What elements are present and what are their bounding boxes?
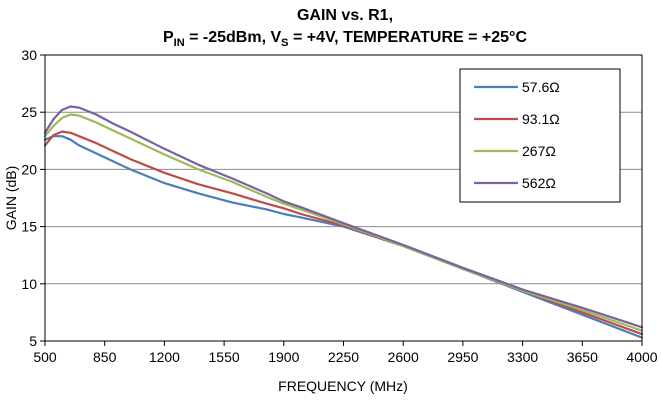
- legend-label-1: 93.1Ω: [522, 111, 560, 127]
- series-layer: [43, 105, 644, 339]
- x-tick-label-7: 2950: [447, 349, 478, 365]
- chart-title-line2: PIN = -25dBm, VS = +4V, TEMPERATURE = +2…: [163, 29, 527, 49]
- y-tick-label-1: 10: [21, 276, 37, 292]
- x-tick-label-6: 2600: [388, 349, 419, 365]
- legend: 57.6Ω 93.1Ω 267Ω 562Ω: [459, 68, 621, 203]
- y-tick-label-5: 30: [21, 47, 37, 63]
- y-tick-label-3: 20: [21, 161, 37, 177]
- y-axis-title: GAIN (dB): [3, 166, 19, 231]
- legend-label-3: 562Ω: [522, 175, 556, 191]
- x-tick-label-2: 1200: [149, 349, 180, 365]
- y-tick-label-2: 15: [21, 219, 37, 235]
- title-v-sub: S: [281, 37, 288, 49]
- x-tick-label-4: 1900: [268, 349, 299, 365]
- x-tick-label-8: 3300: [507, 349, 538, 365]
- legend-box: [459, 68, 621, 203]
- legend-label-0: 57.6Ω: [522, 79, 560, 95]
- x-tick-label-5: 2250: [328, 349, 359, 365]
- x-tick-label-1: 850: [93, 349, 117, 365]
- y-tick-label-4: 25: [21, 104, 37, 120]
- x-tick-label-9: 3650: [567, 349, 598, 365]
- legend-label-2: 267Ω: [522, 143, 556, 159]
- title-p-rest: = -25dBm, V: [185, 29, 282, 46]
- x-tick-label-3: 1550: [209, 349, 240, 365]
- title-p: P: [163, 29, 174, 46]
- x-tick-label-10: 4000: [626, 349, 657, 365]
- tick-layer: 5 10 15 20 25 30 500 850 1200 1550 1900 2250 2600 295…: [21, 47, 657, 365]
- x-axis-title: FREQUENCY (MHz): [278, 378, 408, 394]
- title-p-sub: IN: [174, 37, 185, 49]
- title-rest: = +4V, TEMPERATURE = +25°C: [289, 29, 528, 46]
- chart-title-line1: GAIN vs. R1,: [297, 7, 393, 24]
- x-tick-label-0: 500: [33, 349, 57, 365]
- series-line-3: [43, 105, 644, 329]
- y-tick-label-0: 5: [29, 333, 37, 349]
